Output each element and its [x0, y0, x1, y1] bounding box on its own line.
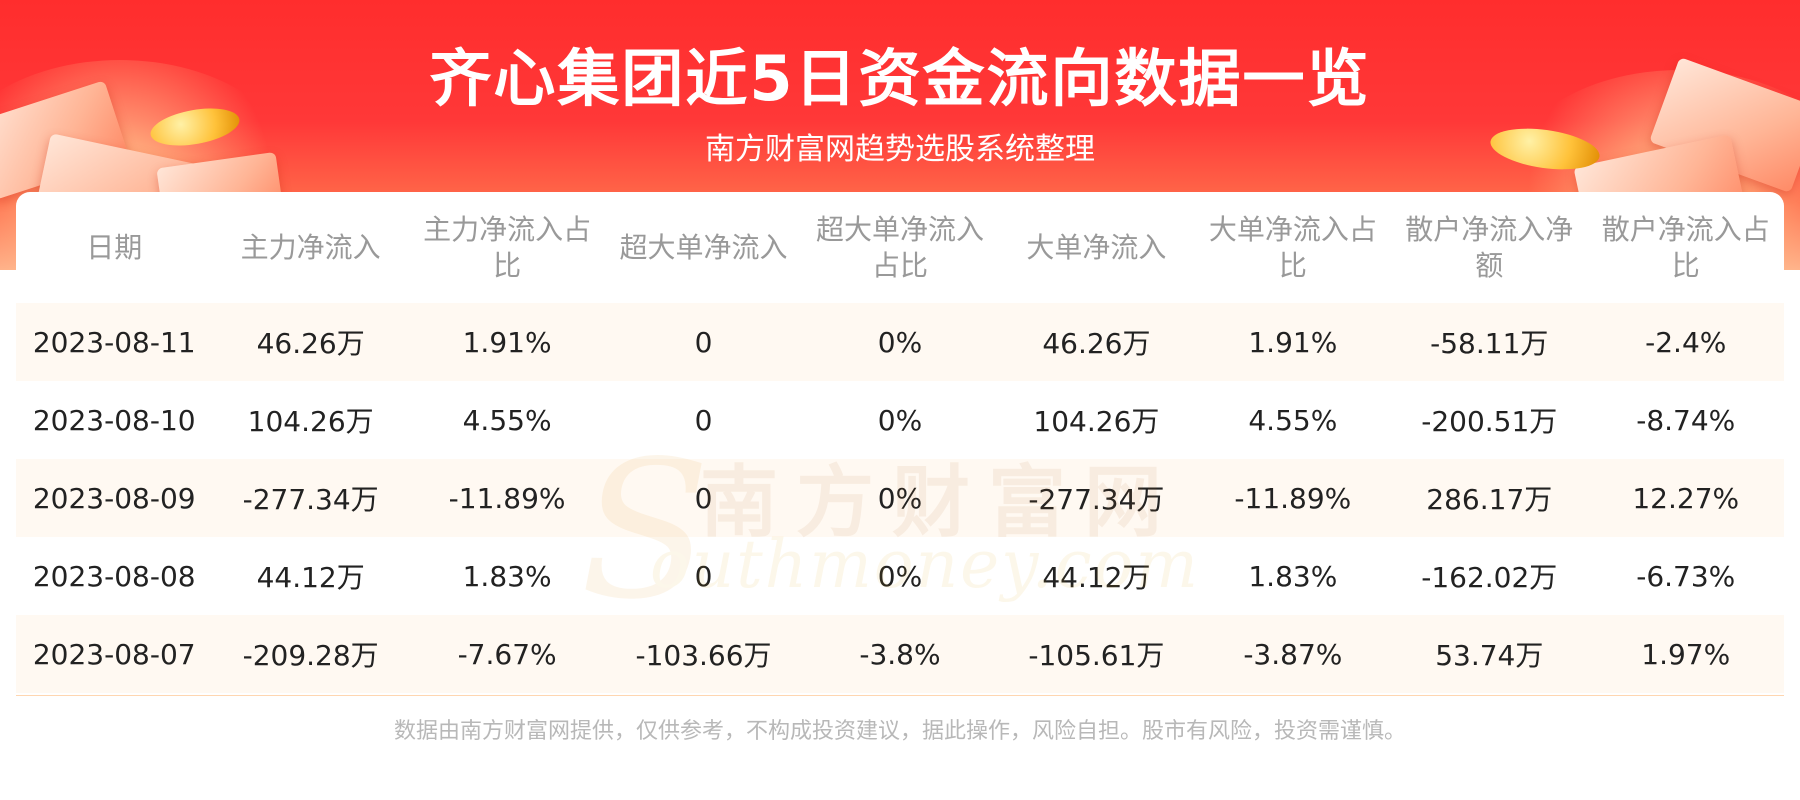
table-cell: -209.28万: [212, 615, 409, 693]
col-header-large-net-inflow: 大单净流入: [1026, 230, 1167, 264]
table-cell: 1.91%: [408, 303, 606, 381]
footer-disclaimer: 数据由南方财富网提供，仅供参考，不构成投资建议，据此操作，风险自担。股市有风险，…: [393, 719, 1406, 744]
table-cell: 46.26万: [212, 303, 409, 381]
table-cell: 0%: [801, 381, 999, 459]
table-cell: 0%: [801, 537, 999, 615]
table-cell-date: 2023-08-07: [16, 615, 213, 693]
col-header-large-net-inflow-pct: 大单净流入占比: [1208, 212, 1377, 282]
table-cell: 46.26万: [998, 303, 1195, 381]
table-cell: 4.55%: [1194, 381, 1392, 459]
table-row: 2023-08-09 -277.34万 -11.89% 0 0% -277.34万 -11.…: [16, 459, 1784, 537]
table-cell: -162.02万: [1391, 537, 1588, 615]
table-cell-date: 2023-08-09: [16, 459, 213, 537]
table-cell: -58.11万: [1391, 303, 1588, 381]
table-row: 2023-08-11 46.26万 1.91% 0 0% 46.26万 1.91% -58.1…: [16, 303, 1784, 381]
table-cell: -105.61万: [998, 615, 1195, 693]
table-cell: 0%: [801, 459, 999, 537]
table-row: 2023-08-07 -209.28万 -7.67% -103.66万 -3.8% -10…: [16, 615, 1784, 693]
table-body: 2023-08-11 46.26万 1.91% 0 0% 46.26万 1.91% -58.1…: [16, 303, 1784, 693]
col-header-super-large-net-inflow-pct: 超大单净流入占比: [815, 212, 984, 282]
table-cell: 0: [605, 459, 802, 537]
table-cell: -103.66万: [605, 615, 802, 693]
watermark-cn: 南方财富网: [700, 457, 1181, 548]
table-cell: -277.34万: [212, 459, 409, 537]
table-cell: 0: [605, 537, 802, 615]
page-title: 齐心集团近5日资金流向数据一览: [429, 42, 1371, 115]
table-cell: 44.12万: [212, 537, 409, 615]
table-cell: -3.8%: [801, 615, 999, 693]
footer-divider: [16, 695, 1784, 696]
table-cell: -277.34万: [998, 459, 1195, 537]
table-cell: -8.74%: [1587, 381, 1784, 459]
table-cell: 12.27%: [1587, 459, 1784, 537]
table-cell: 1.83%: [1194, 537, 1392, 615]
table-cell: 44.12万: [998, 537, 1195, 615]
table-cell: 1.91%: [1194, 303, 1392, 381]
table-cell: -11.89%: [1194, 459, 1392, 537]
table-cell: -200.51万: [1391, 381, 1588, 459]
col-header-main-net-inflow: 主力净流入: [240, 230, 381, 264]
col-header-date: 日期: [86, 230, 143, 264]
page-subtitle: 南方财富网趋势选股系统整理: [705, 132, 1095, 167]
col-header-retail-net-inflow: 散户净流入净额: [1405, 212, 1574, 282]
watermark-s: S: [580, 420, 711, 641]
fund-flow-table: 日期 主力净流入 主力净流入占比 超大单净流入 超大单净流入占比 大单净流入 大…: [16, 192, 1784, 693]
watermark-logo: S 南方财富网 outhmoney.com: [580, 420, 1220, 641]
col-header-main-net-inflow-pct: 主力净流入占比: [423, 212, 592, 282]
table-cell: 0: [605, 303, 802, 381]
table-cell-date: 2023-08-08: [16, 537, 213, 615]
table-cell: 1.97%: [1587, 615, 1784, 693]
table-cell: 286.17万: [1391, 459, 1588, 537]
table-cell: 104.26万: [212, 381, 409, 459]
watermark-en: outhmoney.com: [650, 526, 1200, 603]
col-header-super-large-net-inflow: 超大单净流入: [619, 230, 788, 264]
table-cell: -2.4%: [1587, 303, 1784, 381]
table-cell: 0%: [801, 303, 999, 381]
table-cell-date: 2023-08-11: [16, 303, 213, 381]
table-cell: 53.74万: [1391, 615, 1588, 693]
table-cell: -3.87%: [1194, 615, 1392, 693]
table-cell: 1.83%: [408, 537, 606, 615]
table-cell: -6.73%: [1587, 537, 1784, 615]
table-cell: -7.67%: [408, 615, 606, 693]
table-cell: -11.89%: [408, 459, 606, 537]
table-row: 2023-08-10 104.26万 4.55% 0 0% 104.26万 4.55% -20…: [16, 381, 1784, 459]
table-header-row: 日期 主力净流入 主力净流入占比 超大单净流入 超大单净流入占比 大单净流入 大…: [16, 192, 1784, 303]
table-cell: 4.55%: [408, 381, 606, 459]
table-cell: 0: [605, 381, 802, 459]
table-cell: 104.26万: [998, 381, 1195, 459]
table-cell-date: 2023-08-10: [16, 381, 213, 459]
table-row: 2023-08-08 44.12万 1.83% 0 0% 44.12万 1.83% -162.…: [16, 537, 1784, 615]
col-header-retail-net-inflow-pct: 散户净流入占比: [1601, 212, 1770, 282]
